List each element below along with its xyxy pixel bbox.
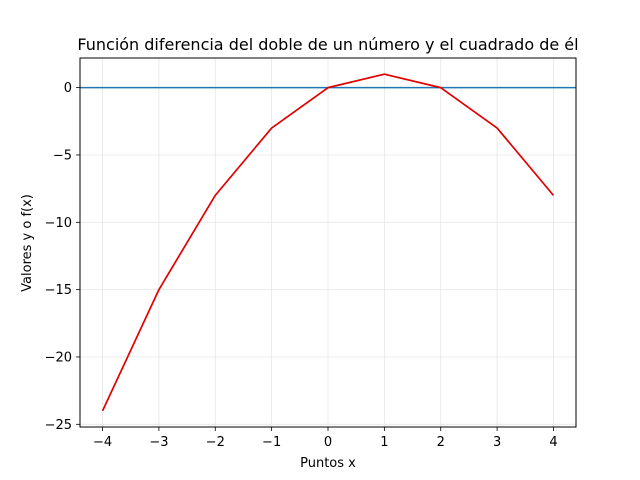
- x-tick-label: −4: [93, 435, 112, 450]
- chart-title: Función diferencia del doble de un númer…: [77, 35, 578, 54]
- x-axis-ticks: −4 −3 −2 −1 0 1 2 3 4: [93, 427, 558, 450]
- x-tick-label: −1: [262, 435, 281, 450]
- y-tick-label: 0: [64, 81, 72, 96]
- y-axis-ticks: 0 −5 −10 −15 −20 −25: [45, 81, 80, 433]
- y-axis-label: Valores y o f(x): [20, 194, 35, 292]
- y-tick-label: −5: [53, 148, 72, 163]
- y-tick-label: −15: [45, 283, 72, 298]
- y-tick-label: −20: [45, 350, 72, 365]
- grid-lines: [80, 58, 576, 427]
- x-tick-label: 3: [493, 435, 501, 450]
- x-axis-label: Puntos x: [300, 456, 356, 471]
- y-tick-label: −25: [45, 418, 72, 433]
- x-tick-label: 1: [380, 435, 388, 450]
- x-tick-label: −3: [149, 435, 168, 450]
- x-tick-label: 4: [549, 435, 557, 450]
- x-tick-label: −2: [206, 435, 225, 450]
- series-lines: [101, 73, 555, 412]
- series-line: [101, 73, 555, 412]
- x-tick-label: 0: [324, 435, 332, 450]
- y-tick-label: −10: [45, 216, 72, 231]
- x-tick-label: 2: [437, 435, 445, 450]
